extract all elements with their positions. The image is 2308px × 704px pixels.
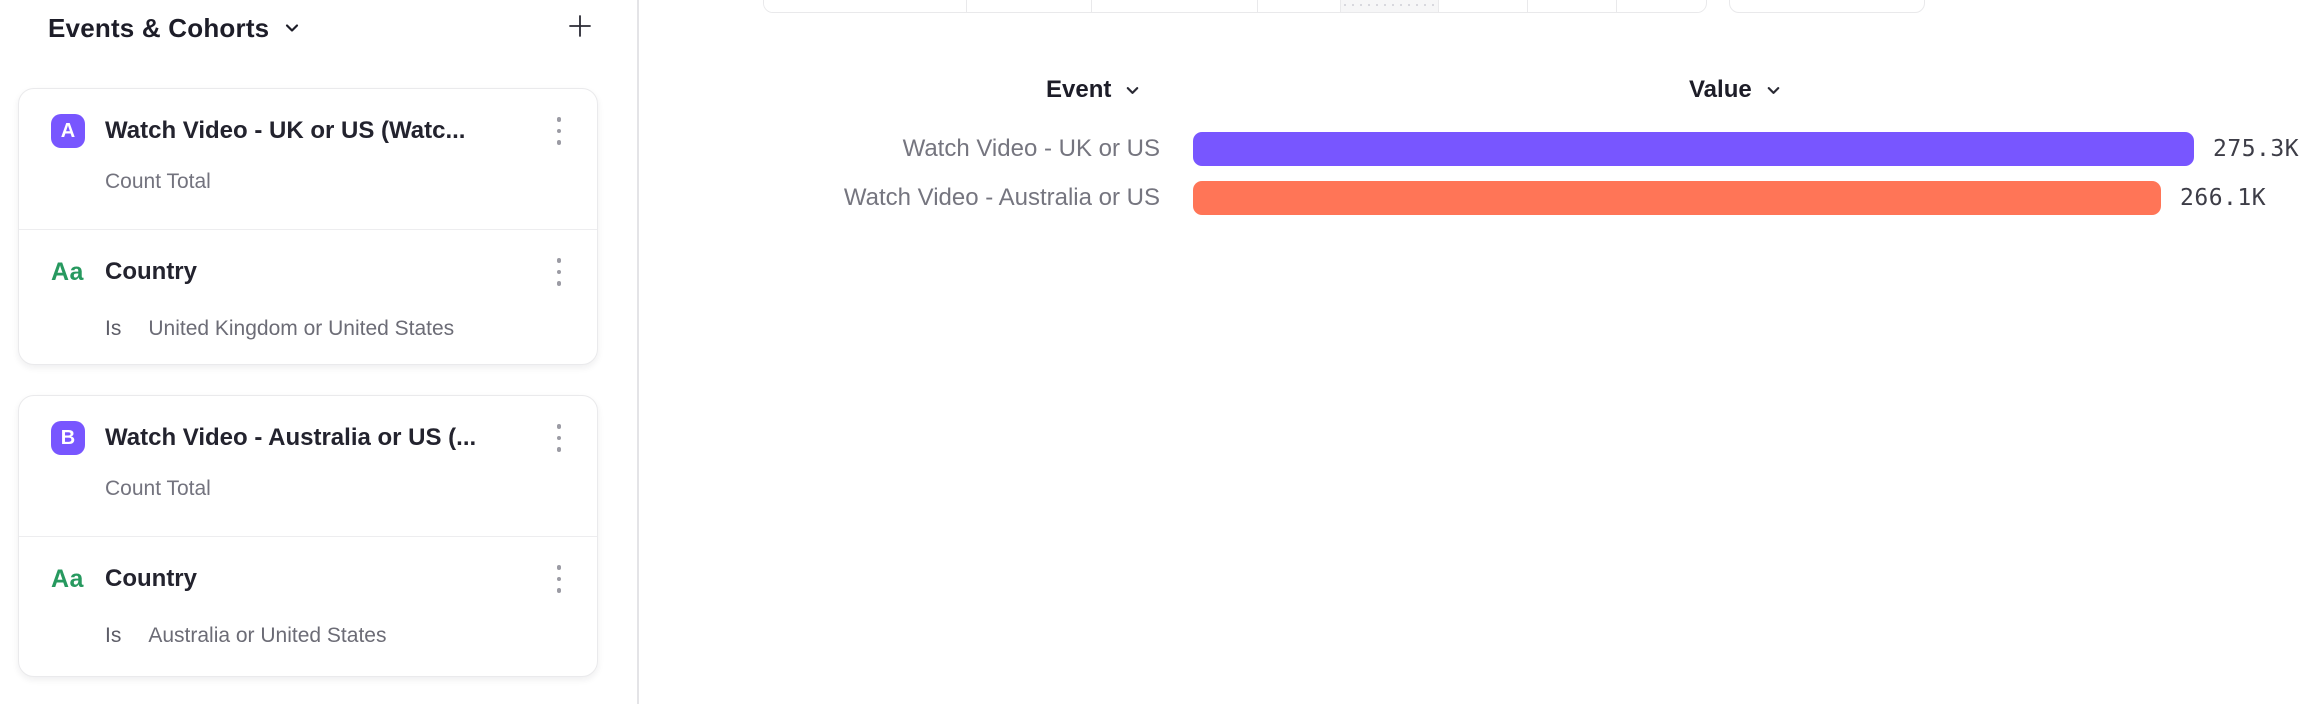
bar-row: Watch Video - Australia or US 266.1K bbox=[638, 181, 2308, 215]
event-section: A Watch Video - UK or US (Watc... Count … bbox=[19, 89, 597, 230]
bar-value: 266.1K bbox=[2180, 185, 2267, 211]
chevron-down-icon bbox=[1765, 82, 1782, 99]
chart-area: Event Value Watch Video - UK or US 275.3… bbox=[638, 0, 2308, 704]
event-section: B Watch Video - Australia or US (... Cou… bbox=[19, 396, 597, 537]
value-column-header[interactable]: Value bbox=[1689, 74, 1782, 106]
sidebar-header: Events & Cohorts bbox=[48, 6, 598, 50]
property-name[interactable]: Country bbox=[105, 565, 197, 592]
event-badge-b: B bbox=[51, 421, 85, 455]
filter-operator: Is bbox=[105, 317, 122, 340]
filter-value[interactable]: Australia or United States bbox=[148, 624, 387, 647]
filter-operator: Is bbox=[105, 624, 122, 647]
text-property-icon: Aa bbox=[51, 257, 84, 286]
events-cohorts-panel: Events & Cohorts A Watch Video - UK or U… bbox=[0, 0, 638, 704]
event-measure[interactable]: Count Total bbox=[105, 477, 211, 500]
bar-category-label: Watch Video - Australia or US bbox=[843, 184, 1160, 211]
event-column-header[interactable]: Event bbox=[1046, 74, 1141, 106]
kebab-icon[interactable] bbox=[547, 114, 571, 148]
filter-section: Aa Country Is Australia or United States bbox=[19, 537, 597, 648]
event-title[interactable]: Watch Video - UK or US (Watc... bbox=[105, 117, 466, 144]
toolbar-dropdown-button[interactable] bbox=[1729, 0, 1925, 13]
toolbar-segment[interactable] bbox=[967, 0, 1092, 12]
panel-title: Events & Cohorts bbox=[48, 12, 270, 43]
value-header-label: Value bbox=[1689, 76, 1752, 103]
chevron-down-icon bbox=[1124, 82, 1141, 99]
event-card-b: B Watch Video - Australia or US (... Cou… bbox=[18, 395, 598, 677]
chart-type-toolbar bbox=[763, 0, 1707, 13]
toolbar-segment[interactable] bbox=[1092, 0, 1258, 12]
panel-divider bbox=[637, 0, 639, 704]
event-measure[interactable]: Count Total bbox=[105, 170, 211, 193]
toolbar-segment[interactable] bbox=[1439, 0, 1528, 12]
toolbar-segment-selected[interactable] bbox=[1341, 0, 1439, 12]
add-event-button[interactable] bbox=[562, 10, 598, 46]
property-name[interactable]: Country bbox=[105, 258, 197, 285]
toolbar-segment[interactable] bbox=[1617, 0, 1705, 12]
toolbar-segment[interactable] bbox=[1528, 0, 1617, 12]
events-cohorts-title-button[interactable]: Events & Cohorts bbox=[48, 13, 301, 44]
bar-value: 275.3K bbox=[2213, 136, 2300, 162]
event-title[interactable]: Watch Video - Australia or US (... bbox=[105, 424, 477, 451]
plus-icon bbox=[566, 12, 594, 45]
kebab-icon[interactable] bbox=[547, 421, 571, 455]
bar[interactable] bbox=[1193, 132, 2194, 166]
event-card-a: A Watch Video - UK or US (Watc... Count … bbox=[18, 88, 598, 365]
text-property-icon: Aa bbox=[51, 564, 84, 593]
bar-row: Watch Video - UK or US 275.3K bbox=[638, 132, 2308, 166]
toolbar-segment[interactable] bbox=[764, 0, 967, 12]
bar[interactable] bbox=[1193, 181, 2161, 215]
bar-category-label: Watch Video - UK or US bbox=[902, 135, 1160, 162]
toolbar-segment[interactable] bbox=[1258, 0, 1341, 12]
event-header-label: Event bbox=[1046, 76, 1112, 103]
kebab-icon[interactable] bbox=[547, 562, 571, 596]
filter-section: Aa Country Is United Kingdom or United S… bbox=[19, 230, 597, 341]
event-badge-a: A bbox=[51, 114, 85, 148]
chevron-down-icon bbox=[283, 19, 301, 37]
kebab-icon[interactable] bbox=[547, 255, 571, 289]
filter-value[interactable]: United Kingdom or United States bbox=[148, 317, 455, 340]
